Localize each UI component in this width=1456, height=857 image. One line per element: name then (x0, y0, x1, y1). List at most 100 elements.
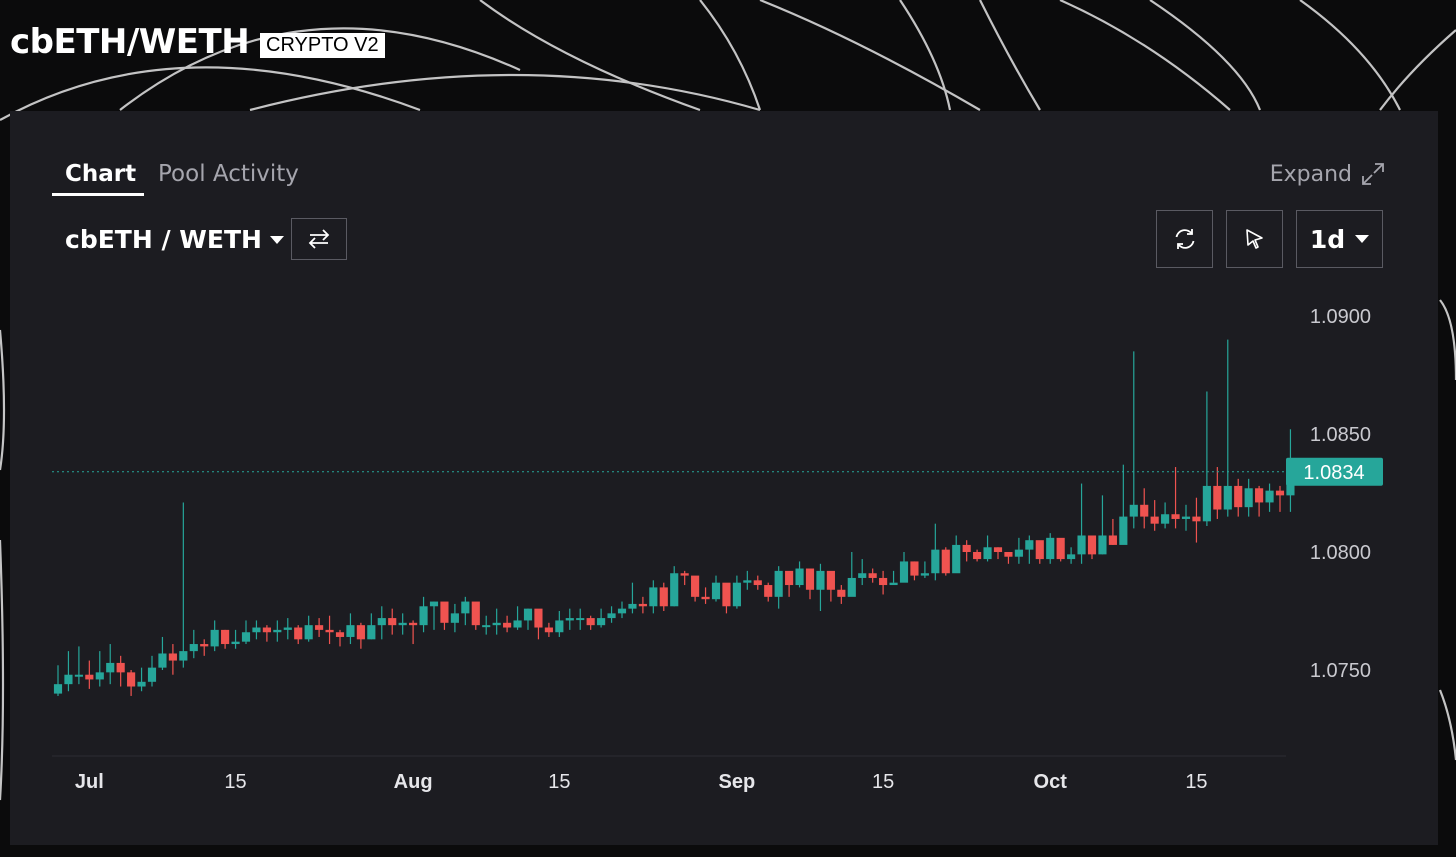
candle-body (1025, 540, 1034, 550)
expand-arrows-icon (1362, 163, 1384, 185)
candle (711, 575, 721, 602)
candle-body (64, 674, 73, 685)
candle-body (1098, 535, 1107, 555)
tab-chart[interactable]: Chart (65, 161, 137, 187)
candle-body (774, 570, 783, 597)
candle (889, 570, 898, 586)
candle (826, 570, 835, 602)
candle-body (210, 629, 219, 647)
candle (231, 629, 240, 649)
candle (210, 620, 219, 652)
candle-body (1004, 552, 1013, 557)
candle-body (1275, 490, 1285, 496)
candle (1035, 540, 1044, 564)
candle (221, 629, 230, 649)
x-tick-label: 15 (548, 771, 570, 793)
candle-body (983, 547, 992, 560)
candle (1067, 547, 1076, 564)
candle-body (116, 662, 125, 673)
candle-body (711, 582, 721, 600)
candle (252, 620, 261, 640)
candle (670, 566, 679, 607)
candle-body (1234, 485, 1243, 508)
candle-body (1255, 488, 1264, 503)
candle-body (461, 601, 470, 614)
candle (920, 561, 929, 578)
candle-body (503, 622, 512, 628)
candle (879, 570, 888, 595)
candle-body (837, 589, 846, 597)
candle-body (826, 570, 835, 590)
candle (1119, 464, 1128, 545)
candle (962, 540, 971, 562)
tab-pool-activity[interactable]: Pool Activity (158, 161, 299, 187)
candle (680, 570, 689, 586)
x-tick-label: Jul (75, 771, 104, 793)
candle (774, 566, 783, 609)
candle (617, 601, 627, 619)
candle-body (127, 672, 136, 687)
candle (638, 596, 647, 614)
candle (1171, 467, 1180, 529)
refresh-button[interactable] (1156, 210, 1213, 268)
candle (576, 608, 585, 630)
candle-body (952, 544, 961, 574)
candle (1192, 497, 1201, 543)
swap-pair-button[interactable] (291, 218, 347, 260)
candle (409, 620, 418, 645)
candle (189, 629, 198, 659)
candle-body (1244, 488, 1253, 508)
candle (1161, 502, 1170, 529)
candle (1181, 504, 1191, 531)
candle (1255, 485, 1264, 517)
candle (262, 625, 271, 642)
expand-button[interactable]: Expand (1270, 161, 1386, 187)
candle-body (95, 672, 104, 680)
candle (1004, 552, 1013, 564)
candle (691, 575, 700, 602)
candle (993, 547, 1003, 560)
pair-selector-label: cbETH / WETH (65, 225, 262, 254)
cursor-icon (1245, 229, 1263, 249)
candle-body (168, 653, 177, 661)
candle-body (304, 625, 313, 640)
candle (1014, 537, 1023, 564)
x-tick-label: Sep (719, 771, 756, 793)
candle-body (889, 582, 898, 586)
candle-body (471, 601, 480, 626)
candle-body (805, 568, 815, 590)
candle-body (785, 570, 794, 586)
candle-body (283, 627, 292, 630)
candle (440, 601, 449, 630)
candle-body (252, 627, 261, 633)
pair-selector[interactable]: cbETH / WETH (65, 225, 284, 254)
candle-body (1265, 490, 1274, 503)
candle-body (691, 575, 700, 597)
candle (701, 587, 710, 604)
candle (597, 608, 606, 628)
candle (764, 582, 773, 602)
candle-body (315, 625, 324, 630)
candle (137, 667, 146, 692)
candle (1098, 495, 1107, 555)
interval-selector[interactable]: 1d (1296, 210, 1383, 268)
price-chart[interactable]: 1.0900 1.0850 1.0800 1.0750 Jul 15 Aug 15 Sep 15… (10, 111, 1438, 845)
candle-body (1202, 485, 1211, 522)
candle (116, 655, 125, 687)
candle-body (941, 549, 950, 574)
cursor-mode-button[interactable] (1226, 210, 1283, 268)
candle-body (1171, 514, 1180, 519)
candle-body (743, 580, 752, 583)
candle (356, 622, 365, 649)
candle-body (1035, 540, 1044, 560)
candle (1056, 537, 1065, 562)
active-tab-indicator (52, 193, 144, 196)
candle (858, 559, 867, 586)
candle-body (221, 629, 230, 645)
candle (1213, 467, 1222, 519)
pool-type-badge: CRYPTO V2 (260, 33, 385, 58)
candle (586, 615, 595, 630)
candle (241, 620, 251, 645)
candle-body (158, 653, 167, 668)
last-price-label: 1.0834 (1303, 462, 1364, 484)
